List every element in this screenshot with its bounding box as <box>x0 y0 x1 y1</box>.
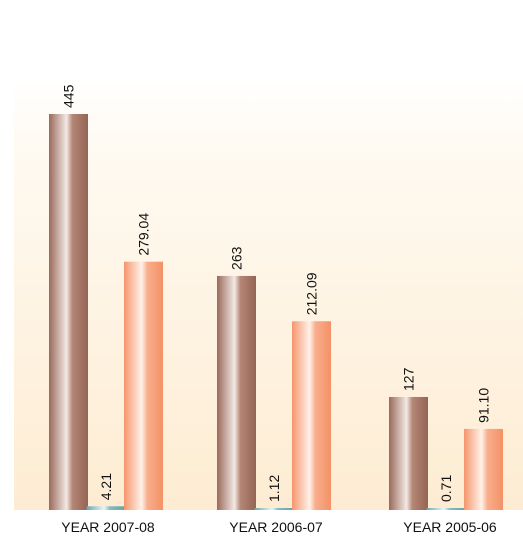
data-label-1-2: 212.09 <box>304 272 320 315</box>
x-tick-label-0: YEAR 2007-08 <box>61 519 155 535</box>
data-label-1-0: 263 <box>229 246 245 270</box>
plot-background <box>14 80 523 510</box>
bar-2-0 <box>389 397 428 510</box>
x-tick-label-1: YEAR 2006-07 <box>229 519 323 535</box>
bar-0-1 <box>87 506 126 510</box>
data-label-2-2: 91.10 <box>476 388 492 423</box>
bar-1-0 <box>217 276 256 510</box>
bar-2-2 <box>464 429 503 510</box>
data-label-2-1: 0.71 <box>438 475 454 502</box>
bar-0-2 <box>124 262 163 510</box>
bar-2-1 <box>427 508 466 510</box>
bar-1-2 <box>292 321 331 510</box>
bar-0-0 <box>49 114 88 510</box>
data-label-1-1: 1.12 <box>266 475 282 502</box>
x-tick-label-2: YEAR 2005-06 <box>403 519 497 535</box>
data-label-0-2: 279.04 <box>136 213 152 256</box>
data-label-0-0: 445 <box>61 84 77 108</box>
data-label-2-0: 127 <box>401 367 417 391</box>
bar-1-1 <box>255 508 294 510</box>
data-label-0-1: 4.21 <box>98 473 114 500</box>
